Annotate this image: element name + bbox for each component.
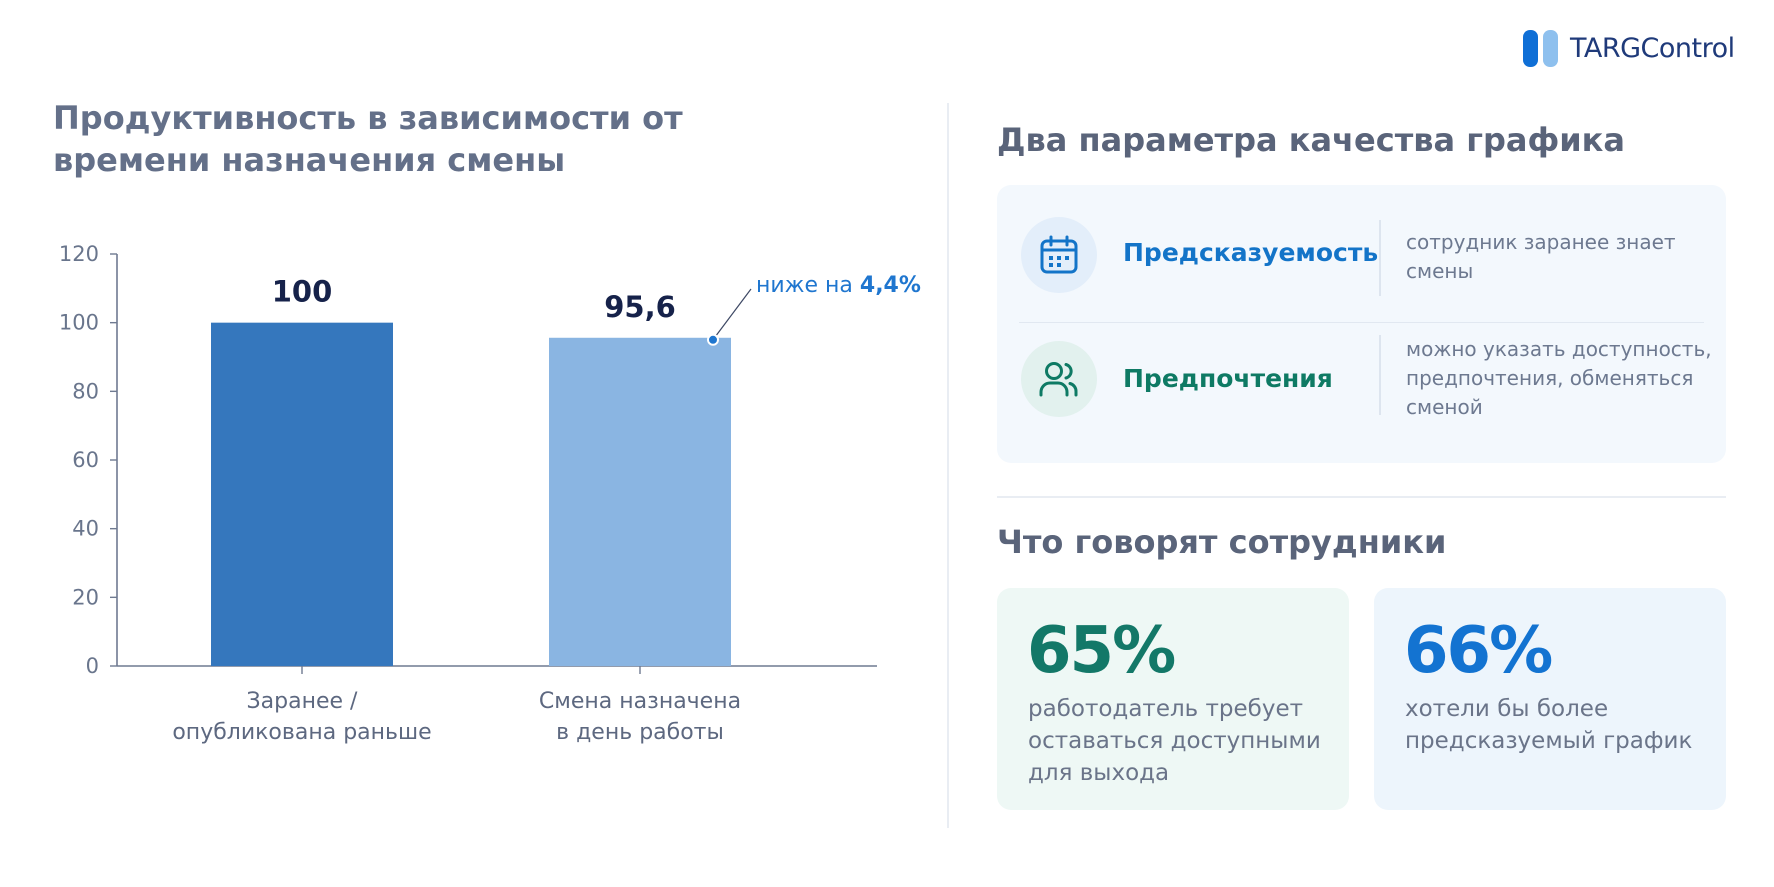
annotation-label: ниже на 4,4% [756, 273, 921, 298]
employees-section-title: Что говорят сотрудники [997, 523, 1447, 561]
param-title: Предсказуемость [1123, 238, 1379, 267]
param-description: можно указать доступность, предпочтения,… [1406, 335, 1716, 422]
y-tick-label: 40 [72, 517, 99, 541]
y-tick-label: 100 [59, 311, 99, 335]
param-row-predictability: Предсказуемость сотрудник заранее знает … [997, 185, 1726, 315]
x-category-label: опубликована раньше [172, 720, 431, 745]
annotation-dot [707, 333, 719, 346]
desc-line: сменой [1406, 395, 1483, 419]
desc-line: предпочтения, обменяться [1406, 366, 1694, 390]
desc-line: хотели бы более [1405, 696, 1609, 722]
brand-name: TARGControl [1570, 33, 1735, 64]
annotation-prefix: ниже на [756, 273, 860, 298]
y-tick-label: 0 [86, 654, 99, 678]
y-tick-label: 60 [72, 448, 99, 472]
param-description: сотрудник заранее знает смены [1406, 228, 1716, 286]
row-separator-line [1379, 220, 1381, 296]
value-label: 95,6 [604, 290, 676, 324]
horizontal-divider [997, 496, 1726, 498]
stat-card-predictable-schedule: 66% хотели бы более предсказуемый график [1374, 588, 1726, 810]
desc-line: для выхода [1028, 760, 1170, 786]
calendar-icon [1021, 217, 1097, 293]
annotation-value: 4,4% [860, 273, 921, 298]
desc-line: работодатель требует [1028, 696, 1304, 722]
param-row-preferences: Предпочтения можно указать доступность, … [997, 323, 1726, 453]
bar-1 [211, 322, 393, 666]
annotation-leader-line [712, 288, 752, 341]
desc-line: сотрудник заранее знает [1406, 230, 1676, 254]
desc-line: смены [1406, 259, 1474, 283]
row-divider [1019, 322, 1704, 323]
stat-value: 65% [1027, 614, 1176, 688]
row-separator-line [1379, 335, 1381, 415]
brand-logo: TARGControl [1523, 30, 1735, 67]
x-category-label: Заранее / [247, 689, 358, 714]
y-tick-label: 80 [72, 379, 99, 403]
param-title: Предпочтения [1123, 364, 1333, 393]
quality-params-panel: Предсказуемость сотрудник заранее знает … [997, 185, 1726, 463]
desc-line: оставаться доступными [1028, 728, 1321, 754]
desc-line: можно указать доступность, [1406, 337, 1712, 361]
x-category-label: в день работы [556, 720, 724, 745]
stat-card-availability: 65% работодатель требует оставаться дост… [997, 588, 1349, 810]
desc-line: предсказуемый график [1405, 728, 1693, 754]
vertical-divider [947, 103, 949, 828]
bar-2 [549, 337, 731, 666]
bar-chart: 0 20 40 60 80 100 120 100 Заранее / опубликована … [59, 242, 921, 745]
logo-mark-icon [1523, 30, 1558, 67]
stat-description: хотели бы более предсказуемый график [1405, 693, 1715, 757]
x-category-label: Смена назначена [539, 689, 741, 714]
stat-value: 66% [1404, 614, 1553, 688]
value-label: 100 [272, 275, 333, 309]
chart-title: Продуктивность в зависимости от времени … [53, 99, 683, 179]
quality-section-title: Два параметра качества графика [997, 121, 1625, 159]
y-tick-label: 20 [72, 585, 99, 609]
stat-description: работодатель требует оставаться доступны… [1028, 693, 1338, 789]
y-tick-label: 120 [59, 242, 99, 266]
users-icon [1021, 341, 1097, 417]
